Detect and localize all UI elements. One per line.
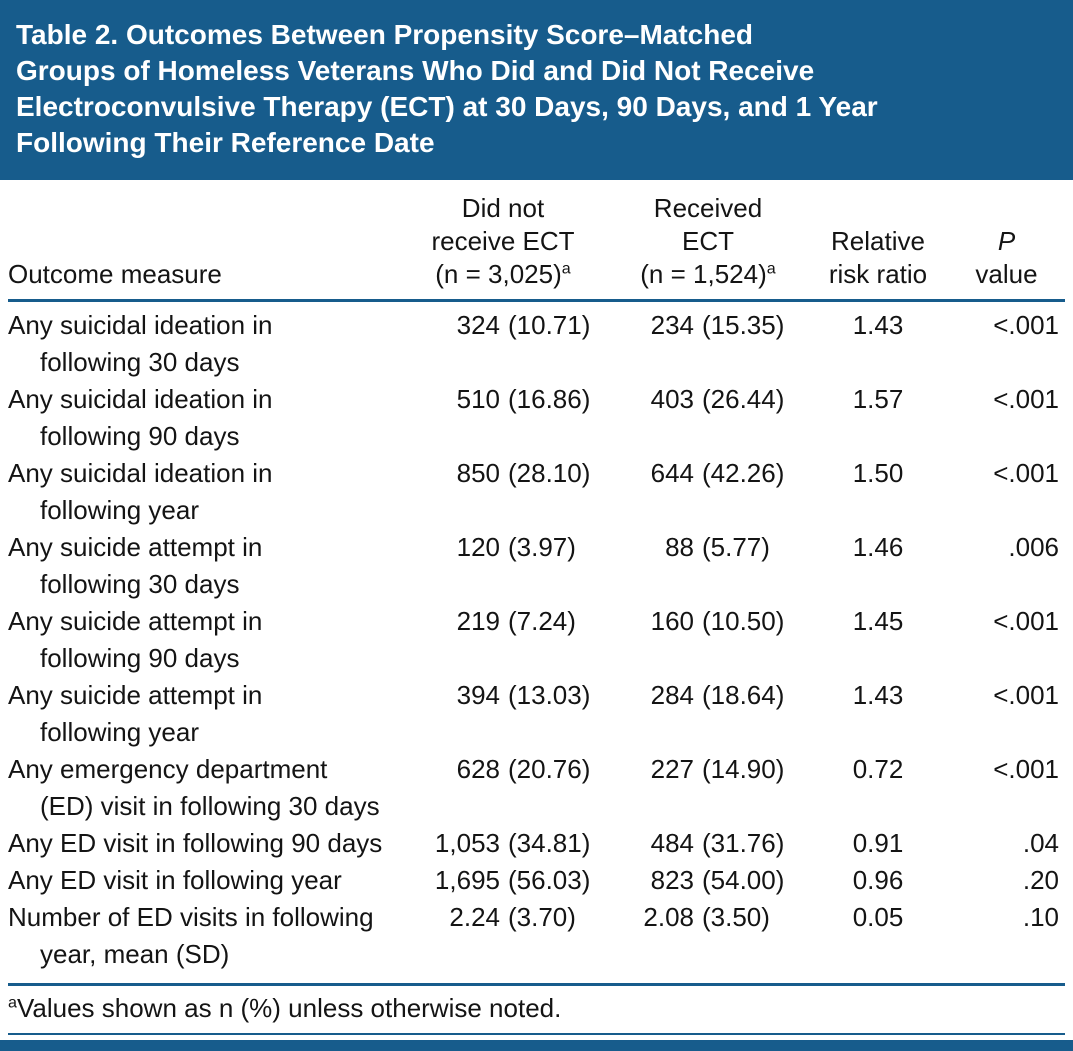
no-ect-value-cell: 510 (16.86) [456, 384, 591, 414]
ect-value-cell: 403 (26.44) [650, 384, 785, 414]
table-title-line: Table 2. Outcomes Between Propensity Sco… [16, 19, 754, 50]
table-row: Any suicide attempt in following 90 days… [8, 603, 1065, 677]
bottom-band-rule [0, 1040, 1073, 1051]
ect-value-cell: 644 (42.26) [650, 458, 785, 488]
outcome-measure-cell: Number of ED visits in following year, m… [8, 902, 374, 969]
p-value-cell: .04 [1022, 828, 1059, 858]
no-ect-value-cell: 394 (13.03) [456, 680, 591, 710]
footnote-marker: a [561, 259, 571, 278]
col-header-received-ect: Received ECT (n = 1,524)a [608, 180, 808, 302]
table-row: Number of ED visits in following year, m… [8, 899, 1065, 973]
col-header-did-not-receive-ect: Did not receive ECT (n = 3,025)a [398, 180, 608, 302]
p-value-cell: .006 [1008, 532, 1059, 562]
relative-risk-ratio-cell: 1.46 [852, 532, 904, 562]
relative-risk-ratio-cell: 0.96 [852, 865, 904, 895]
p-value-cell: <.001 [993, 384, 1059, 414]
outcome-measure-cell: Any suicidal ideation in following year [8, 458, 273, 525]
relative-risk-ratio-cell: 1.50 [852, 458, 904, 488]
no-ect-value-cell: 219 (7.24) [456, 606, 576, 636]
header-line: Relative [831, 226, 925, 256]
outcome-measure-cell: Any ED visit in following 90 days [8, 828, 383, 858]
p-value-cell: .20 [1022, 865, 1059, 895]
table-title: Table 2. Outcomes Between Propensity Sco… [16, 17, 1059, 161]
header-line: risk ratio [828, 259, 928, 289]
table-row: Any emergency department (ED) visit in f… [8, 751, 1065, 825]
table-area: Outcome measure Did not receive ECT (n =… [0, 180, 1073, 981]
no-ect-value-cell: 850 (28.10) [456, 458, 591, 488]
header-line: Did not [461, 193, 545, 223]
ect-value-cell: 88 (5.77) [665, 532, 770, 562]
p-value-cell: <.001 [993, 680, 1059, 710]
table-title-line: Groups of Homeless Veterans Who Did and … [16, 55, 815, 86]
ect-value-cell: 234 (15.35) [650, 310, 785, 340]
table-row: Any suicidal ideation in following year … [8, 455, 1065, 529]
table-footer: aValues shown as n (%) unless otherwise … [0, 983, 1073, 1051]
relative-risk-ratio-cell: 1.45 [852, 606, 904, 636]
table-row: Any ED visit in following 90 days 1,053(… [8, 825, 1065, 862]
relative-risk-ratio-cell: 0.91 [852, 828, 904, 858]
outcomes-table: Outcome measure Did not receive ECT (n =… [8, 180, 1065, 973]
table-title-line: Following Their Reference Date [16, 127, 435, 158]
p-value-cell: <.001 [993, 458, 1059, 488]
table-body: Any suicidal ideation in following 30 da… [8, 301, 1065, 974]
col-header-p-value: P value [948, 180, 1065, 302]
header-line: (n = 1,524)a [640, 259, 776, 289]
header-line: value [975, 259, 1038, 289]
table-row: Any suicidal ideation in following 90 da… [8, 381, 1065, 455]
col-header-relative-risk-ratio: Relative risk ratio [808, 180, 948, 302]
relative-risk-ratio-cell: 0.05 [852, 902, 904, 932]
outcome-measure-cell: Any suicide attempt in following year [8, 680, 263, 747]
relative-risk-ratio-cell: 1.57 [852, 384, 904, 414]
header-line: ECT [682, 226, 734, 256]
header-line: receive ECT [431, 226, 575, 256]
table-title-band: Table 2. Outcomes Between Propensity Sco… [0, 0, 1073, 180]
no-ect-value-cell: 2.24 (3.70) [449, 902, 576, 932]
outcome-measure-cell: Any suicidal ideation in following 90 da… [8, 384, 273, 451]
ect-value-cell: 160 (10.50) [650, 606, 785, 636]
outcome-measure-cell: Any emergency department (ED) visit in f… [8, 754, 380, 821]
outcome-measure-cell: Any suicide attempt in following 90 days [8, 606, 263, 673]
footnote-marker: a [766, 259, 776, 278]
footnote-block: aValues shown as n (%) unless otherwise … [8, 983, 1065, 1035]
ect-value-cell: 2.08 (3.50) [643, 902, 770, 932]
p-value-cell: <.001 [993, 606, 1059, 636]
table-footnote: aValues shown as n (%) unless otherwise … [8, 993, 1065, 1024]
relative-risk-ratio-cell: 0.72 [852, 754, 904, 784]
table-row: Any suicide attempt in following 30 days… [8, 529, 1065, 603]
ect-value-cell: 823 (54.00) [650, 865, 785, 895]
p-value-cell: <.001 [993, 310, 1059, 340]
header-line: P [997, 226, 1016, 256]
relative-risk-ratio-cell: 1.43 [852, 310, 904, 340]
ect-value-cell: 227 (14.90) [650, 754, 785, 784]
table-title-line: Electroconvulsive Therapy (ECT) at 30 Da… [16, 91, 878, 122]
table-row: Any suicide attempt in following year 39… [8, 677, 1065, 751]
header-line: Received [653, 193, 763, 223]
no-ect-value-cell: 1,053 (34.81) [434, 828, 591, 858]
relative-risk-ratio-cell: 1.43 [852, 680, 904, 710]
no-ect-value-cell: 324 (10.71) [456, 310, 591, 340]
outcome-measure-cell: Any ED visit in following year [8, 865, 342, 895]
no-ect-value-cell: 120 (3.97) [456, 532, 576, 562]
outcome-measure-cell: Any suicidal ideation in following 30 da… [8, 310, 273, 377]
ect-value-cell: 484 (31.76) [650, 828, 785, 858]
outcome-measure-cell: Any suicide attempt in following 30 days [8, 532, 263, 599]
table-row: Any ED visit in following year 1,695 (56.… [8, 862, 1065, 899]
table-row: Any suicidal ideation in following 30 da… [8, 301, 1065, 382]
footnote-marker: a [8, 993, 17, 1012]
p-value-cell: .10 [1022, 902, 1059, 932]
ect-value-cell: 284 (18.64) [650, 680, 785, 710]
no-ect-value-cell: 628 (20.76) [456, 754, 591, 784]
header-line: (n = 3,025)a [435, 259, 571, 289]
p-value-cell: <.001 [993, 754, 1059, 784]
no-ect-value-cell: 1,695 (56.03) [434, 865, 591, 895]
col-header-outcome-measure: Outcome measure [8, 180, 398, 302]
footnote-text: Values shown as n (%) unless otherwise n… [16, 993, 562, 1023]
table-header: Outcome measure Did not receive ECT (n =… [8, 180, 1065, 302]
